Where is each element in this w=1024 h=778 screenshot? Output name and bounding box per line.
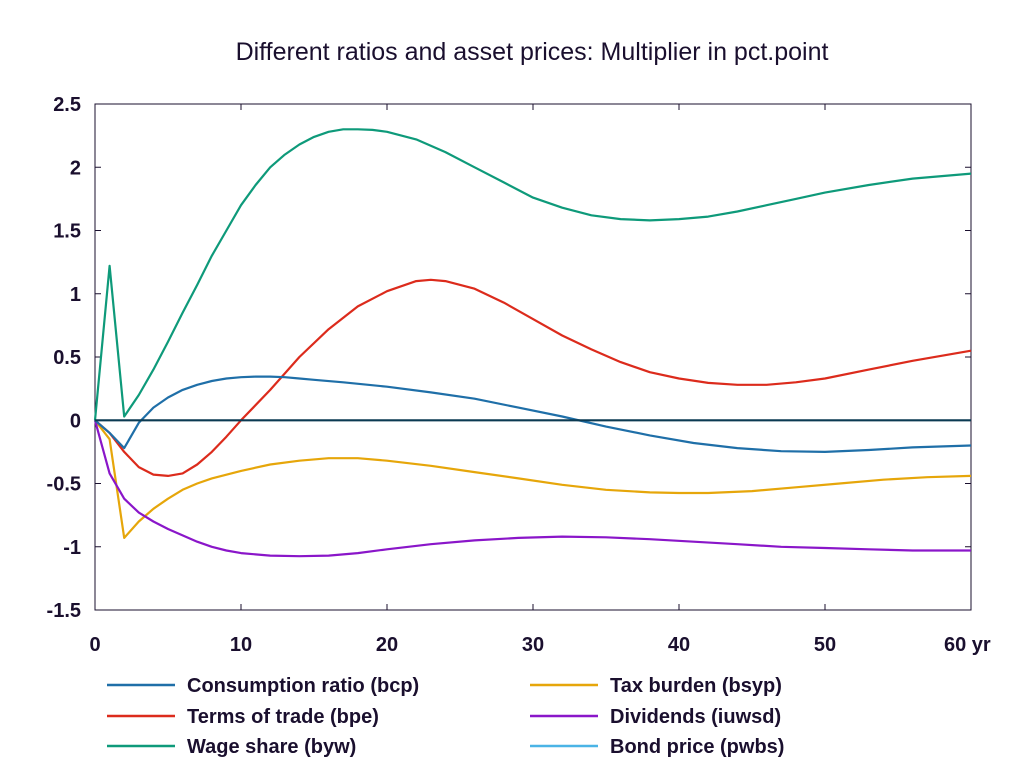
- legend-label-4: Dividends (iuwsd): [610, 706, 781, 728]
- y-tick-label: -0.5: [47, 474, 81, 496]
- x-tick-label: 60 yr: [944, 634, 991, 656]
- series-line-4: [93, 420, 971, 558]
- series-line-2: [93, 128, 972, 421]
- x-tick-label: 50: [814, 634, 836, 656]
- plot-area: [94, 103, 972, 611]
- y-tick-label: 2.5: [53, 94, 81, 116]
- series-line-0: [94, 375, 972, 453]
- legend-label-5: Bond price (pwbs): [610, 736, 784, 758]
- x-tick-label: 10: [230, 634, 252, 656]
- y-tick-label: -1: [63, 537, 81, 559]
- series-line-3: [94, 419, 972, 539]
- x-tick-label: 0: [89, 634, 100, 656]
- legend-label-1: Terms of trade (bpe): [187, 706, 379, 728]
- x-tick-label: 40: [668, 634, 690, 656]
- y-tick-label: 0: [70, 410, 81, 432]
- plot-frame: [94, 103, 972, 611]
- series-line-1: [94, 278, 972, 477]
- chart-title: Different ratios and asset prices: Multi…: [236, 38, 829, 66]
- x-tick-label: 30: [522, 634, 544, 656]
- axis-ticks: 2.5 2 1.5 1 0.5 0 -0.5 -1 -1.5 0 10 20 30 40 50 60 yr: [47, 94, 991, 656]
- y-tick-label: -1.5: [47, 600, 81, 622]
- y-tick-label: 1: [70, 284, 81, 306]
- legend-label-2: Wage share (byw): [187, 736, 356, 758]
- series-lines: [93, 128, 972, 558]
- x-tick-label: 20: [376, 634, 398, 656]
- legend-label-3: Tax burden (bsyp): [610, 675, 782, 697]
- legend: Consumption ratio (bcp) Terms of trade (b…: [107, 675, 784, 758]
- legend-label-0: Consumption ratio (bcp): [187, 675, 419, 697]
- y-tick-label: 0.5: [53, 347, 81, 369]
- y-tick-label: 2: [70, 157, 81, 179]
- y-tick-label: 1.5: [53, 221, 81, 243]
